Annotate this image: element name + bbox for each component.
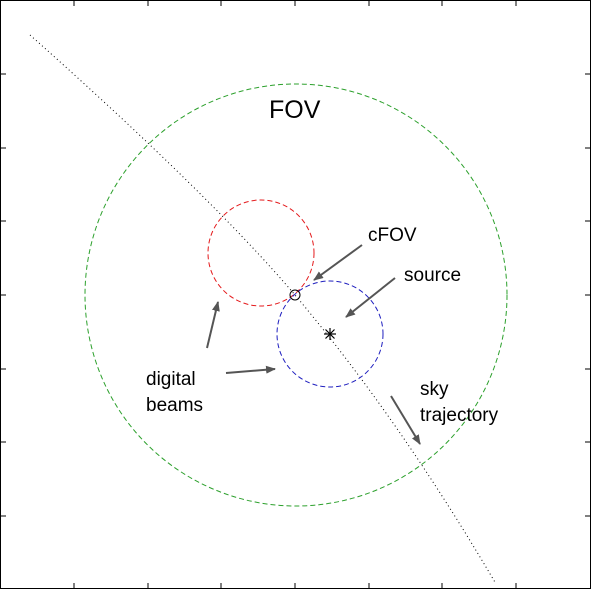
annotation-arrows bbox=[206, 244, 421, 445]
trajectory-label: trajectory bbox=[420, 405, 499, 426]
cfov-marker bbox=[289, 289, 301, 301]
beams-label: beams bbox=[146, 395, 203, 416]
digital-label: digital bbox=[146, 369, 196, 390]
sky-label: sky bbox=[420, 379, 449, 400]
arrow-beam-blue bbox=[225, 365, 276, 374]
arrow-source bbox=[345, 277, 396, 318]
digital-beam-blue bbox=[276, 280, 384, 388]
arrow-sky-trajectory bbox=[390, 395, 421, 445]
cfov-label: cFOV bbox=[368, 225, 417, 246]
sky-trajectory-line bbox=[29, 34, 497, 585]
arrow-cfov bbox=[313, 244, 363, 281]
source-label: source bbox=[404, 265, 461, 286]
fov-circle bbox=[84, 83, 508, 507]
digital-beam-red bbox=[207, 199, 315, 307]
source-asterisk-marker bbox=[324, 328, 336, 340]
fov-label: FOV bbox=[269, 96, 321, 124]
arrow-beam-red bbox=[206, 301, 220, 349]
